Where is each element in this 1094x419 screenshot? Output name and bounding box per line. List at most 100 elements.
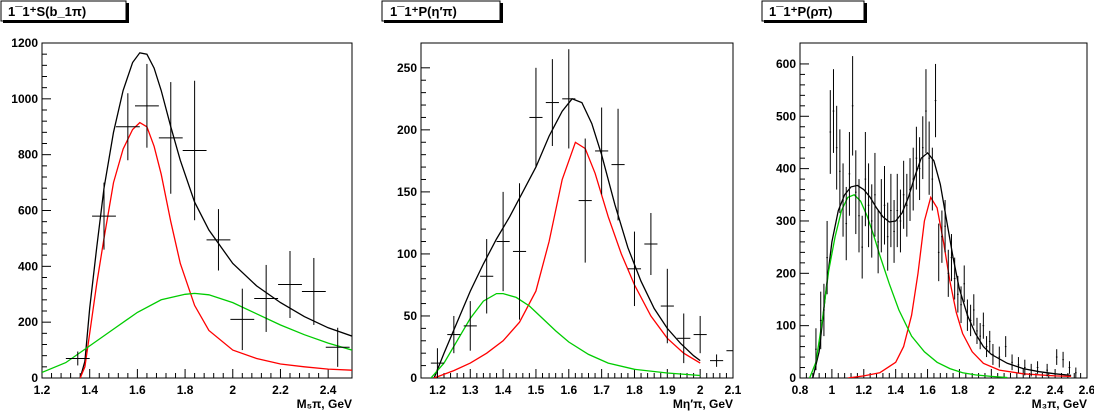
data-point [883,166,886,245]
panel-1-title: 1¯1⁺S(b_1π) [8,4,86,19]
x-axis-title: M₃π, GeV [1032,397,1087,411]
data-point [931,147,934,211]
data-point [937,223,940,282]
data-point [845,186,848,261]
y-tick-label: 300 [776,214,796,228]
data-point [595,107,609,195]
data-point [206,209,231,271]
data-point [851,56,854,156]
data-point [886,202,889,271]
data-point [301,257,326,325]
data-point [1036,361,1039,374]
data-point [861,215,863,279]
data-point [928,121,930,195]
data-point [972,294,975,326]
data-point [230,288,255,351]
data-point [918,137,921,201]
data-point [627,231,642,307]
fit-curve-3 [808,194,1008,378]
fit-curve-3 [42,292,352,374]
y-tick-label: 150 [397,185,417,199]
y-tick-label: 600 [18,204,38,218]
data-point [710,354,724,367]
x-tick-label: 1.8 [626,383,643,397]
data-point [906,173,908,237]
data-point [912,147,915,211]
data-point [921,116,924,180]
data-point [430,348,444,378]
data-point [944,200,946,253]
y-tick-label: 600 [776,57,796,71]
x-tick-label: 1.9 [659,383,676,397]
data-point [835,105,838,190]
x-tick-label: 2.4 [1047,383,1064,397]
data-point [1024,359,1026,376]
fit-curve-1 [812,151,1072,378]
data-point [611,108,625,221]
data-point [823,283,825,337]
data-point [1017,357,1020,373]
data-point [529,67,543,168]
data-point [867,163,870,248]
data-point [925,69,927,153]
data-point [858,179,860,253]
data-point [947,249,950,297]
plot-area-1: 0 200 400 600 800 1000 1200 1.2 1.4 1.6 1.8 2 2.2 2.4… [11,36,353,411]
data-point [545,59,559,146]
x-tick-label: 2.6 [1079,383,1094,397]
data-point [644,212,658,276]
panel-3-title-shadow [764,20,866,23]
data-point [941,210,943,263]
x-tick-label: 1.8 [177,383,194,397]
x-tick-label: 1.6 [129,383,146,397]
data-point [447,315,461,354]
data-point [915,126,918,190]
data-point [874,152,876,237]
x-tick-label: 2 [229,383,236,397]
data-point [963,265,966,303]
data-point [562,49,576,149]
data-point [325,327,350,367]
x-tick-label: 2.2 [1015,383,1032,397]
data-point [848,131,851,216]
data-point [819,291,822,350]
data-point [877,210,879,274]
x-tick-label: 1.2 [34,383,51,397]
y-tick-label: 0 [31,371,38,385]
panel-1-title-shadow [3,20,128,23]
data-point [870,184,873,258]
x-tick-label: 1.2 [429,383,446,397]
data-point [842,163,844,237]
x-tick-label: 1.4 [81,383,98,397]
data-point [1004,336,1007,358]
data-point [957,275,959,313]
x-tick-label: 2 [988,383,995,397]
y-tick-label: 0 [789,371,796,385]
x-tick-label: 0.8 [792,383,809,397]
data-point [988,330,991,352]
fit-curve-2 [433,141,701,378]
y-tick-label: 1200 [11,36,38,50]
data-point [893,200,895,263]
y-tick-label: 400 [776,162,796,176]
data-point [953,257,956,300]
plot-content [430,49,733,378]
y-tick-label: 200 [776,266,796,280]
y-tick-label: 200 [397,123,417,137]
panel-1: 1¯1⁺S(b_1π) 0 200 400 600 800 1000 1200 1.2 1.4 1… [0,0,353,411]
data-point [65,351,90,366]
y-tick-label: 50 [404,309,418,323]
panel-1-title-shadow-right [126,3,129,23]
y-tick-label: 100 [397,247,417,261]
y-tick-label: 0 [410,371,417,385]
x-tick-label: 1.6 [919,383,936,397]
panel-3-title: 1¯1⁺P(ρπ) [769,4,832,19]
y-tick-label: 500 [776,109,796,123]
data-point [976,317,978,344]
data-point [969,304,972,337]
data-point [496,191,510,292]
x-tick-label: 1.3 [462,383,479,397]
data-point [158,82,183,194]
data-point [950,234,953,282]
